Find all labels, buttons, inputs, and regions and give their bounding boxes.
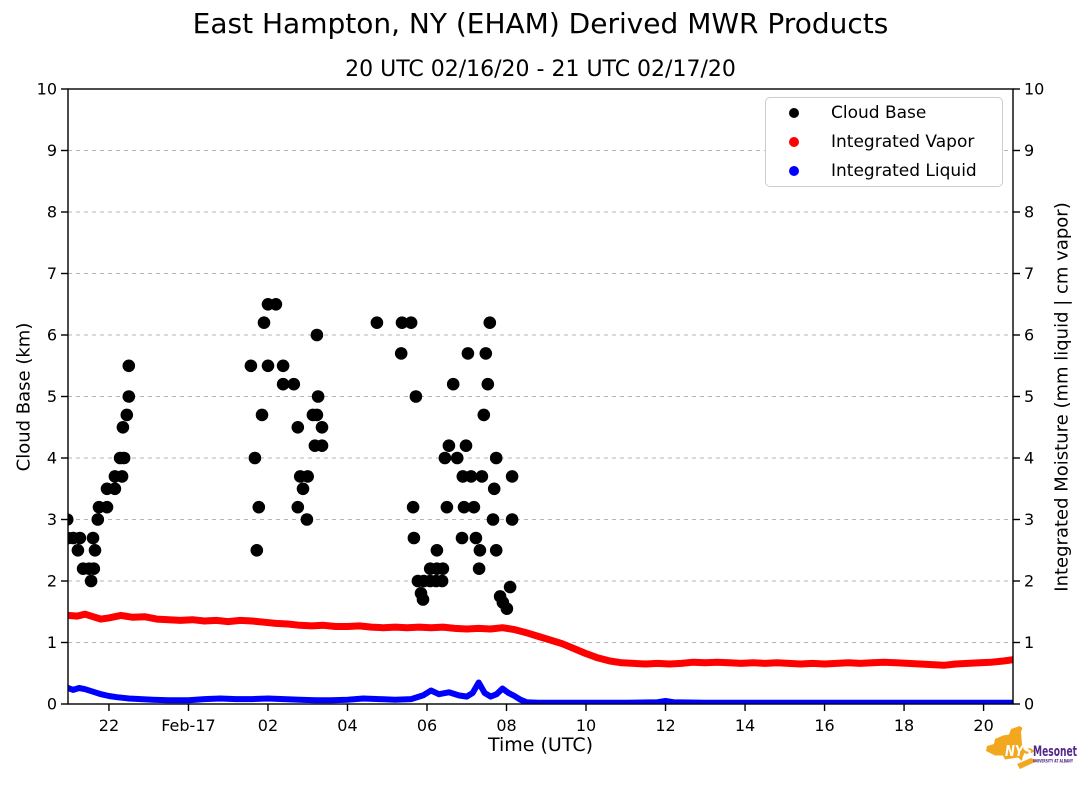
legend-label: Integrated Liquid [831,161,977,181]
y-tick-label-right: 10 [1024,80,1044,99]
x-tick-label: 08 [496,716,516,735]
integrated-vapor-marker-icon [789,137,799,147]
legend-label: Integrated Vapor [831,132,975,152]
x-tick-label: 02 [258,716,278,735]
x-tick-label: 14 [735,716,755,735]
integrated-vapor-line [68,610,1013,669]
y-tick-label-left: 1 [47,633,57,652]
y-tick-label-left: 8 [47,203,57,222]
y-tick-label-left: 2 [47,572,57,591]
x-tick-label: 06 [417,716,437,735]
y-tick-label-left: 5 [47,387,57,406]
y-tick-label-right: 8 [1024,203,1034,222]
x-axis-ticks: 22 Feb-17 02 04 06 08 10 12 14 16 18 20 [99,704,994,735]
y-tick-label-left: 10 [37,80,57,99]
y-tick-label-left: 3 [47,510,57,529]
y-tick-label-right: 0 [1024,695,1034,714]
y-tick-label-right: 2 [1024,572,1034,591]
legend-item-integrated-liquid: Integrated Liquid [766,157,1002,185]
x-tick-label: 18 [894,716,914,735]
legend-label: Cloud Base [831,103,927,123]
y-tick-label-left: 6 [47,326,57,345]
y-tick-label-right: 4 [1024,449,1034,468]
y-tick-label-right: 1 [1024,633,1034,652]
legend: Cloud Base Integrated Vapor Integrated L… [765,97,1003,187]
svg-text:UNIVERSITY AT ALBANY: UNIVERSITY AT ALBANY [1033,759,1074,764]
y-tick-label-right: 5 [1024,387,1034,406]
legend-item-integrated-vapor: Integrated Vapor [766,128,1002,156]
series-layer [68,298,1013,704]
svg-text:NYS: NYS [1005,742,1032,760]
y-tick-label-right: 6 [1024,326,1034,345]
y-tick-label-right: 3 [1024,510,1034,529]
y-axis-ticks: 0 0 1 1 2 2 3 3 4 4 5 5 6 6 7 7 8 8 9 9 10 10 [37,80,1045,714]
nys-mesonet-logo: NYS Mesonet UNIVERSITY AT ALBANY [972,718,1086,796]
page-title: East Hampton, NY (EHAM) Derived MWR Prod… [192,7,889,40]
cloud-base-marker-icon [789,108,799,118]
x-axis-label: Time (UTC) [487,734,594,756]
x-tick-label: 10 [576,716,596,735]
svg-text:Mesonet: Mesonet [1033,744,1077,760]
x-tick-label: Feb-17 [161,716,215,735]
gridlines [68,150,1013,643]
integrated-liquid-line [68,679,1013,704]
legend-item-cloud-base: Cloud Base [766,99,1002,127]
y-tick-label-left: 9 [47,141,57,160]
x-tick-label: 16 [814,716,834,735]
cloud-base-points [68,298,519,615]
chart-subtitle: 20 UTC 02/16/20 - 21 UTC 02/17/20 [345,57,736,82]
y-tick-label-right: 9 [1024,141,1034,160]
x-tick-label: 20 [973,716,993,735]
y-tick-label-left: 7 [47,264,57,283]
y-axis-label-right: Integrated Moisture (mm liquid | cm vapo… [1051,202,1073,592]
nys-state-icon: NYS Mesonet UNIVERSITY AT ALBANY [986,726,1077,769]
y-tick-label-right: 7 [1024,264,1034,283]
x-tick-label: 12 [655,716,675,735]
y-axis-label-left: Cloud Base (km) [13,322,35,472]
x-tick-label: 22 [99,716,119,735]
integrated-liquid-marker-icon [789,166,799,176]
x-tick-label: 04 [337,716,357,735]
y-tick-label-left: 4 [47,449,57,468]
y-tick-label-left: 0 [47,695,57,714]
